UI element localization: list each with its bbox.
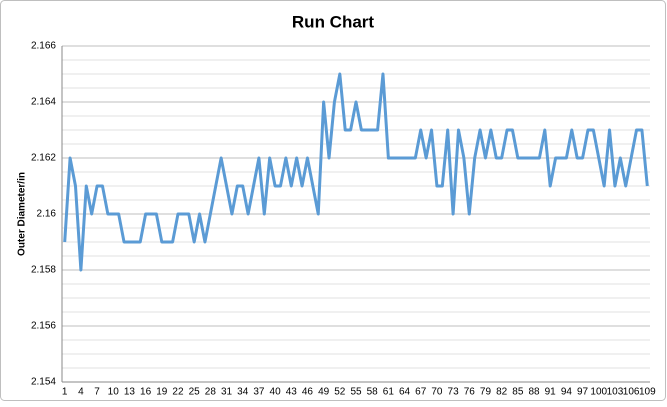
x-tick-label: 94 (561, 387, 573, 398)
x-tick-label: 88 (528, 387, 540, 398)
y-tick-label: 2.162 (31, 153, 56, 164)
x-tick-label: 40 (270, 387, 282, 398)
x-tick-label: 85 (512, 387, 524, 398)
x-tick-label: 49 (318, 387, 330, 398)
y-tick-label: 2.154 (31, 377, 56, 388)
x-tick-label: 46 (302, 387, 314, 398)
x-tick-label: 82 (496, 387, 508, 398)
x-tick-label: 55 (350, 387, 362, 398)
y-tick-label: 2.166 (31, 41, 56, 52)
x-tick-label: 109 (639, 387, 656, 398)
x-tick-label: 25 (189, 387, 201, 398)
x-tick-label: 22 (172, 387, 184, 398)
x-tick-label: 58 (367, 387, 379, 398)
x-tick-label: 31 (221, 387, 233, 398)
x-tick-label: 103 (607, 387, 624, 398)
x-tick-label: 100 (590, 387, 607, 398)
x-tick-label: 7 (94, 387, 100, 398)
x-tick-label: 52 (334, 387, 346, 398)
x-tick-label: 67 (415, 387, 427, 398)
x-tick-label: 64 (399, 387, 411, 398)
y-tick-label: 2.164 (31, 97, 56, 108)
x-tick-label: 10 (108, 387, 120, 398)
y-tick-label: 2.16 (37, 209, 57, 220)
x-tick-label: 43 (286, 387, 298, 398)
chart-title: Run Chart (292, 12, 375, 31)
x-tick-label: 61 (383, 387, 395, 398)
data-line (63, 72, 649, 272)
x-tick-label: 4 (78, 387, 84, 398)
x-tick-label: 19 (156, 387, 168, 398)
x-tick-label: 28 (205, 387, 217, 398)
x-tick-label: 91 (545, 387, 557, 398)
x-tick-label: 76 (464, 387, 476, 398)
y-tick-label: 2.158 (31, 265, 56, 276)
y-axis-label: Outer Diameter/in (17, 172, 28, 256)
x-tick-label: 97 (577, 387, 589, 398)
x-tick-label: 16 (140, 387, 152, 398)
x-tick-label: 34 (237, 387, 249, 398)
y-tick-label: 2.156 (31, 321, 56, 332)
x-tick-label: 1 (62, 387, 68, 398)
x-tick-label: 37 (253, 387, 265, 398)
x-tick-label: 79 (480, 387, 492, 398)
x-tick-label: 70 (431, 387, 443, 398)
x-tick-label: 106 (623, 387, 640, 398)
x-tick-label: 73 (448, 387, 460, 398)
x-tick-label: 13 (124, 387, 136, 398)
